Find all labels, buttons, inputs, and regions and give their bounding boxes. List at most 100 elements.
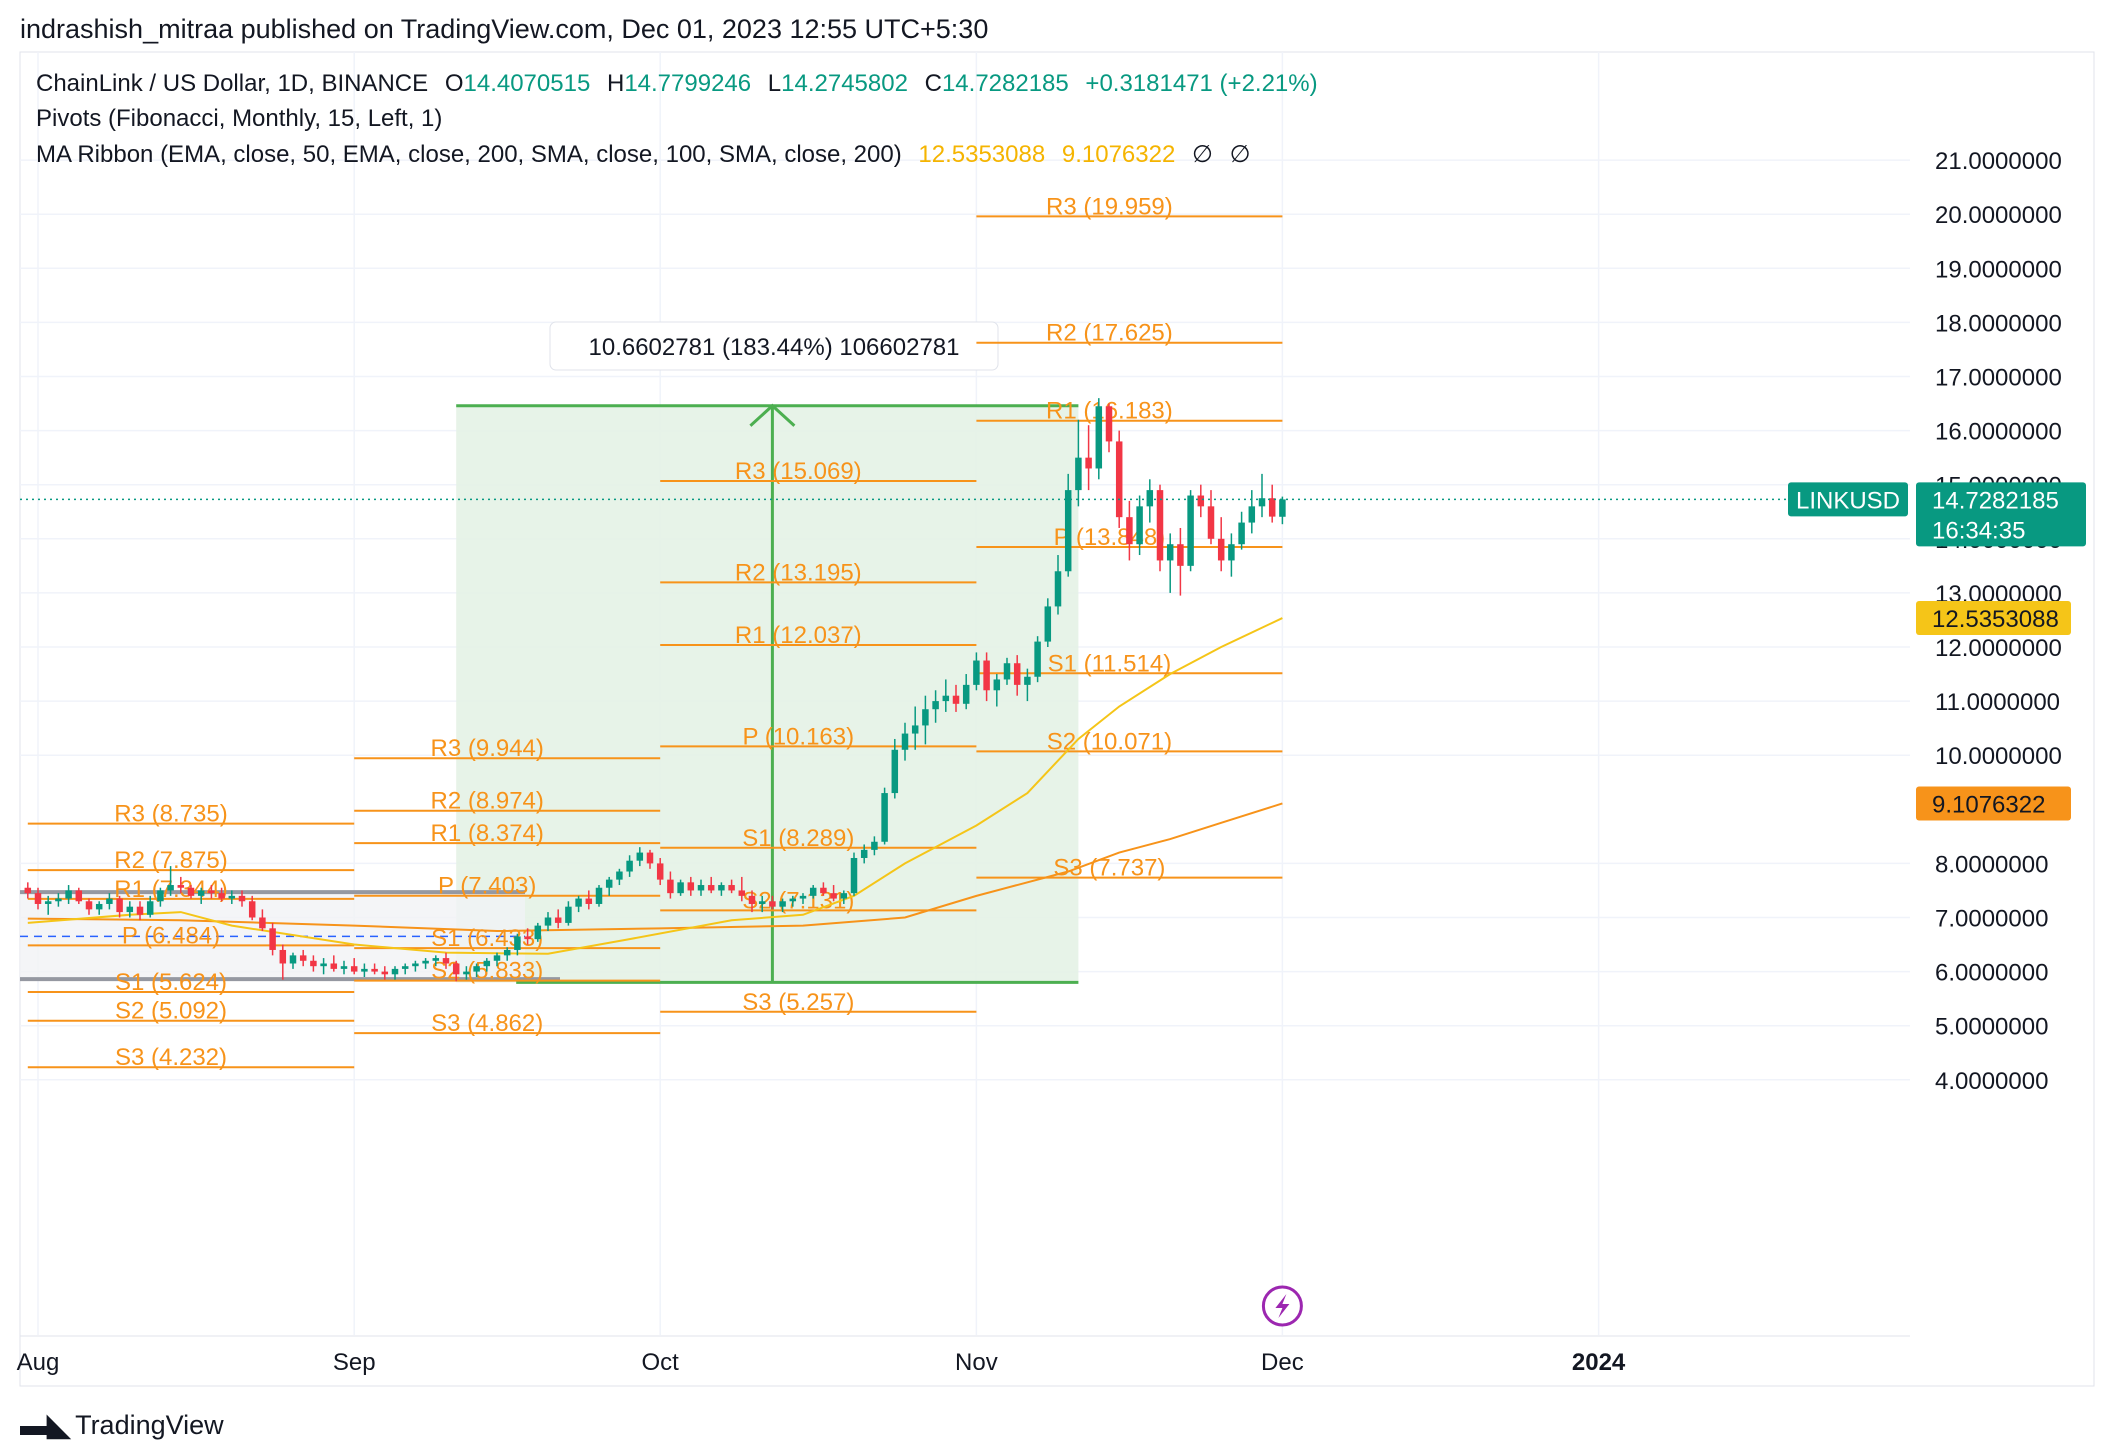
candle-body bbox=[238, 895, 246, 902]
pivot-label: S1 (5.624) bbox=[115, 969, 227, 996]
candle-body bbox=[1044, 606, 1052, 642]
candle-body bbox=[881, 793, 888, 842]
candle-body bbox=[707, 885, 715, 891]
candle-body bbox=[891, 749, 899, 794]
candle-body bbox=[554, 917, 562, 923]
tradingview-brand: TradingView bbox=[75, 1410, 224, 1440]
ma-price-tag bbox=[1916, 786, 2071, 821]
candle-body bbox=[626, 860, 633, 872]
pivot-label: P (13.848) bbox=[1054, 524, 1166, 551]
tradingview-logo[interactable]: ▬◣ TradingView bbox=[20, 1408, 224, 1443]
candle-body bbox=[289, 955, 297, 964]
symbol-tag-label: LINKUSD bbox=[1796, 487, 1900, 514]
candle-body bbox=[85, 901, 93, 910]
candle-body bbox=[1258, 498, 1266, 507]
candle-body bbox=[809, 887, 817, 896]
candle-body bbox=[850, 857, 858, 894]
measure-label: 10.6602781 (183.44%) 106602781 bbox=[589, 334, 960, 361]
legend-pivots[interactable]: Pivots (Fibonacci, Monthly, 15, Left, 1) bbox=[36, 105, 452, 133]
pivot-label: P (6.484) bbox=[122, 922, 220, 949]
pivot-label: R1 (12.037) bbox=[735, 622, 862, 649]
legend-symbol-row: ChainLink / US Dollar, 1D, BINANCE O14.4… bbox=[36, 70, 1328, 98]
y-tick-label: 21.0000000 bbox=[1935, 148, 2062, 175]
lightning-icon bbox=[1275, 1294, 1290, 1318]
legend-ma-label: MA Ribbon (EMA, close, 50, EMA, close, 2… bbox=[36, 141, 902, 168]
candle-body bbox=[942, 695, 950, 702]
candle-body bbox=[820, 887, 827, 894]
pivot-label: R2 (8.974) bbox=[431, 788, 544, 815]
candle-body bbox=[1003, 663, 1011, 680]
candle-body bbox=[565, 906, 572, 923]
candle-body bbox=[259, 917, 266, 929]
candle-body bbox=[483, 960, 491, 967]
candle-body bbox=[1238, 522, 1245, 545]
candle-body bbox=[442, 958, 450, 964]
candle-body bbox=[1054, 571, 1062, 607]
candle-body bbox=[401, 966, 409, 969]
candle-body bbox=[962, 684, 970, 704]
candle-body bbox=[432, 958, 440, 961]
candle-body bbox=[932, 701, 939, 710]
measure-arrow-head bbox=[749, 403, 796, 427]
y-tick-label: 16.0000000 bbox=[1935, 419, 2062, 446]
candle-body bbox=[779, 901, 786, 907]
candle-body bbox=[789, 898, 797, 902]
candle-body bbox=[340, 966, 348, 969]
pivot-label: R2 (17.625) bbox=[1046, 320, 1173, 347]
chart-frame bbox=[19, 51, 2095, 1387]
candle-body bbox=[922, 709, 929, 726]
legend-ma-ribbon[interactable]: MA Ribbon (EMA, close, 50, EMA, close, 2… bbox=[36, 140, 1260, 169]
candle-body bbox=[65, 890, 72, 899]
candle-body bbox=[187, 887, 195, 896]
candle-body bbox=[973, 660, 980, 685]
candle-body bbox=[677, 882, 684, 894]
candle-body bbox=[371, 968, 378, 972]
pivot-label: R3 (8.735) bbox=[114, 801, 227, 828]
countdown-label: 16:34:35 bbox=[1932, 517, 2025, 544]
candle-body bbox=[157, 890, 164, 902]
candle-body bbox=[514, 936, 521, 950]
y-tick-label: 7.0000000 bbox=[1935, 906, 2048, 933]
candle-body bbox=[901, 733, 909, 750]
measure-label-box bbox=[549, 321, 999, 371]
y-tick-label: 17.0000000 bbox=[1935, 365, 2062, 392]
candle-body bbox=[1177, 544, 1184, 566]
x-tick-label: Dec bbox=[1261, 1349, 1304, 1376]
candle-body bbox=[830, 893, 837, 899]
legend-ma-value-2: 9.1076322 bbox=[1061, 141, 1176, 168]
pivot-label: R2 (13.195) bbox=[735, 559, 862, 586]
y-tick-label: 11.0000000 bbox=[1935, 689, 2060, 716]
legend-close: C14.7282185 bbox=[924, 70, 1069, 97]
candle-body bbox=[44, 901, 52, 904]
candle-body bbox=[24, 887, 32, 894]
candle-body bbox=[1207, 506, 1215, 539]
candle-body bbox=[422, 960, 429, 964]
pivot-label: S3 (7.737) bbox=[1053, 855, 1165, 882]
candle-body bbox=[1064, 490, 1072, 572]
candle-body bbox=[646, 852, 654, 864]
pivot-label: S2 (5.092) bbox=[115, 998, 227, 1025]
legend-symbol: ChainLink / US Dollar, 1D, BINANCE bbox=[36, 70, 429, 97]
last-price-label: 14.7282185 bbox=[1932, 487, 2059, 514]
candle-body bbox=[1126, 517, 1133, 545]
candle-body bbox=[1166, 544, 1174, 561]
ema50-line bbox=[27, 617, 1283, 955]
candle-body bbox=[1095, 406, 1103, 469]
pivot-label: P (10.163) bbox=[742, 723, 854, 750]
candle-body bbox=[197, 890, 205, 896]
y-tick-label: 8.0000000 bbox=[1935, 851, 2048, 878]
candle-body bbox=[952, 695, 960, 704]
candle-body bbox=[1085, 457, 1092, 469]
candle-body bbox=[758, 901, 766, 904]
candle-body bbox=[911, 725, 919, 734]
last-price-tag bbox=[1916, 482, 2086, 547]
y-tick-label: 10.0000000 bbox=[1935, 743, 2062, 770]
candle-body bbox=[636, 852, 644, 861]
candle-body bbox=[381, 971, 389, 975]
candle-body bbox=[697, 885, 705, 891]
candle-body bbox=[503, 949, 511, 956]
candle-body bbox=[248, 901, 256, 918]
candle-body bbox=[463, 971, 470, 975]
x-tick-label: Sep bbox=[333, 1349, 376, 1376]
